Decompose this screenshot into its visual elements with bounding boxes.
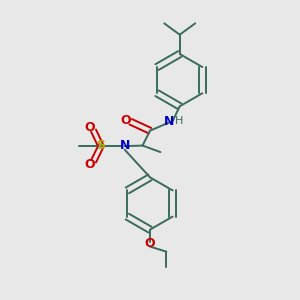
Text: O: O: [120, 114, 130, 127]
Text: S: S: [97, 139, 106, 152]
Text: H: H: [175, 116, 183, 126]
Text: O: O: [85, 158, 95, 171]
Text: N: N: [119, 139, 130, 152]
Text: O: O: [145, 237, 155, 250]
Text: O: O: [85, 121, 95, 134]
Text: N: N: [164, 115, 174, 128]
